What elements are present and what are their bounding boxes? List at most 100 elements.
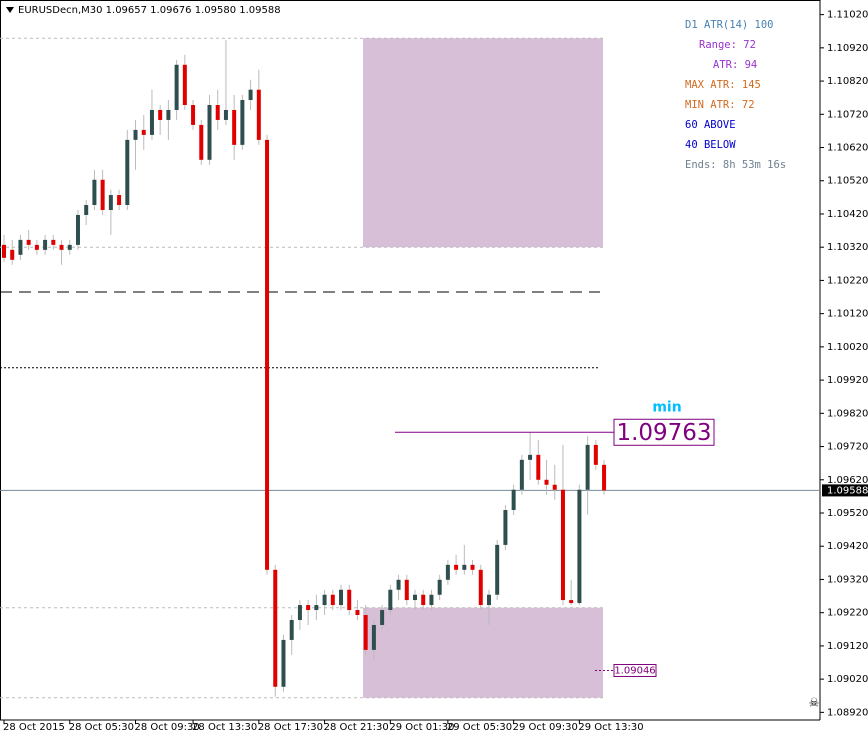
x-tick-label: 29 Oct 09:30 [513,722,578,733]
y-tick-label: 1.09620 [827,475,868,486]
x-tick-label: 28 Oct 17:30 [258,722,323,733]
candle-body [437,579,442,595]
candle-body [528,454,533,460]
candle-body [108,195,113,210]
y-tick-label: 1.09920 [827,375,868,386]
candle-body [330,594,335,606]
y-tick-label: 1.10720 [827,109,868,120]
x-tick-label: 28 Oct 21:30 [324,722,389,733]
candle-body [265,139,270,570]
x-tick-label: 28 Oct 13:30 [192,722,257,733]
info-line: Range: 72 [699,39,756,51]
candle-body [454,564,459,570]
y-tick-label: 1.09720 [827,442,868,453]
y-tick-label: 1.09420 [827,541,868,552]
candle-body [470,564,475,570]
candle-body [207,104,212,160]
candle-body [59,244,64,250]
candle-body [519,459,524,490]
candle-body [297,605,302,620]
info-line: 60 ABOVE [685,119,736,131]
candle-body [75,214,80,245]
symbol-icon [6,7,14,13]
y-tick-label: 1.09520 [827,508,868,519]
x-tick-label: 28 Oct 2015 [3,722,65,733]
candle-body [191,104,196,125]
candle-body [404,579,409,601]
candle-body [339,589,344,606]
candle-body [215,104,220,120]
candle-body [51,239,56,245]
min-box [613,418,715,446]
candle-body [462,564,467,570]
y-tick-label: 1.08920 [827,707,868,718]
y-tick-label: 1.10520 [827,176,868,187]
candle-body [347,589,352,611]
y-tick-label: 1.10320 [827,242,868,253]
candle-body [273,569,278,687]
candle-body [158,109,163,120]
candle-body [413,594,417,601]
candle-body [125,139,130,206]
y-tick-label: 1.10920 [827,43,868,54]
zone [363,38,603,248]
candle-body [569,600,574,604]
y-tick-label: 1.09120 [827,641,868,652]
candle-body [10,249,15,260]
y-tick-label: 1.10620 [827,143,868,154]
candle-body [380,610,385,625]
candle-body [593,444,598,465]
candle-body [429,594,434,606]
target-label: 1.09046 [614,665,655,676]
candle-body [232,109,237,145]
y-tick-label: 1.10120 [827,309,868,320]
candle-body [174,64,179,110]
x-tick-label: 29 Oct 13:30 [578,722,643,733]
candle-body [544,479,549,485]
candle-body [100,179,105,210]
candle-body [289,619,294,640]
candle-body [199,124,204,160]
y-tick-label: 1.09320 [827,574,868,585]
y-tick-label: 1.09220 [827,608,868,619]
info-line: D1 ATR(14) 100 [685,19,774,31]
x-tick-label: 28 Oct 09:30 [135,722,200,733]
target-box [613,663,657,677]
candle-body [503,510,508,545]
candle-body [511,489,516,511]
info-line: MAX ATR: 145 [685,79,761,91]
candle-body [149,109,154,135]
candle-body [445,564,450,580]
candle-body [577,489,582,604]
candle-body [67,244,72,250]
candle-body [363,615,368,650]
candle-body [256,89,261,140]
candle-body [223,109,228,120]
candle-body [355,610,360,616]
status-icon: ☠ [809,696,820,710]
candle-body [240,100,245,145]
y-tick-label: 1.10420 [827,209,868,220]
y-tick-label: 1.11020 [827,10,868,21]
candle-body [141,129,146,135]
y-tick-label: 1.10220 [827,275,868,286]
info-line: ATR: 94 [713,59,757,71]
zone [363,607,603,698]
candle-body [388,589,393,611]
candle-body [43,239,48,250]
candle-body [281,639,286,687]
candle-body [306,605,311,611]
candle-body [495,544,500,595]
candle-body [421,594,426,606]
info-line: MIN ATR: 72 [685,99,755,111]
candle-body [92,179,97,206]
x-tick-label: 29 Oct 05:30 [447,722,512,733]
candle-body [560,489,565,601]
y-tick-label: 1.09020 [827,674,868,685]
candle-body [396,579,401,590]
info-line: 40 BELOW [685,139,736,151]
min-value: 1.09763 [616,420,711,446]
y-tick-label: 1.10020 [827,342,868,353]
